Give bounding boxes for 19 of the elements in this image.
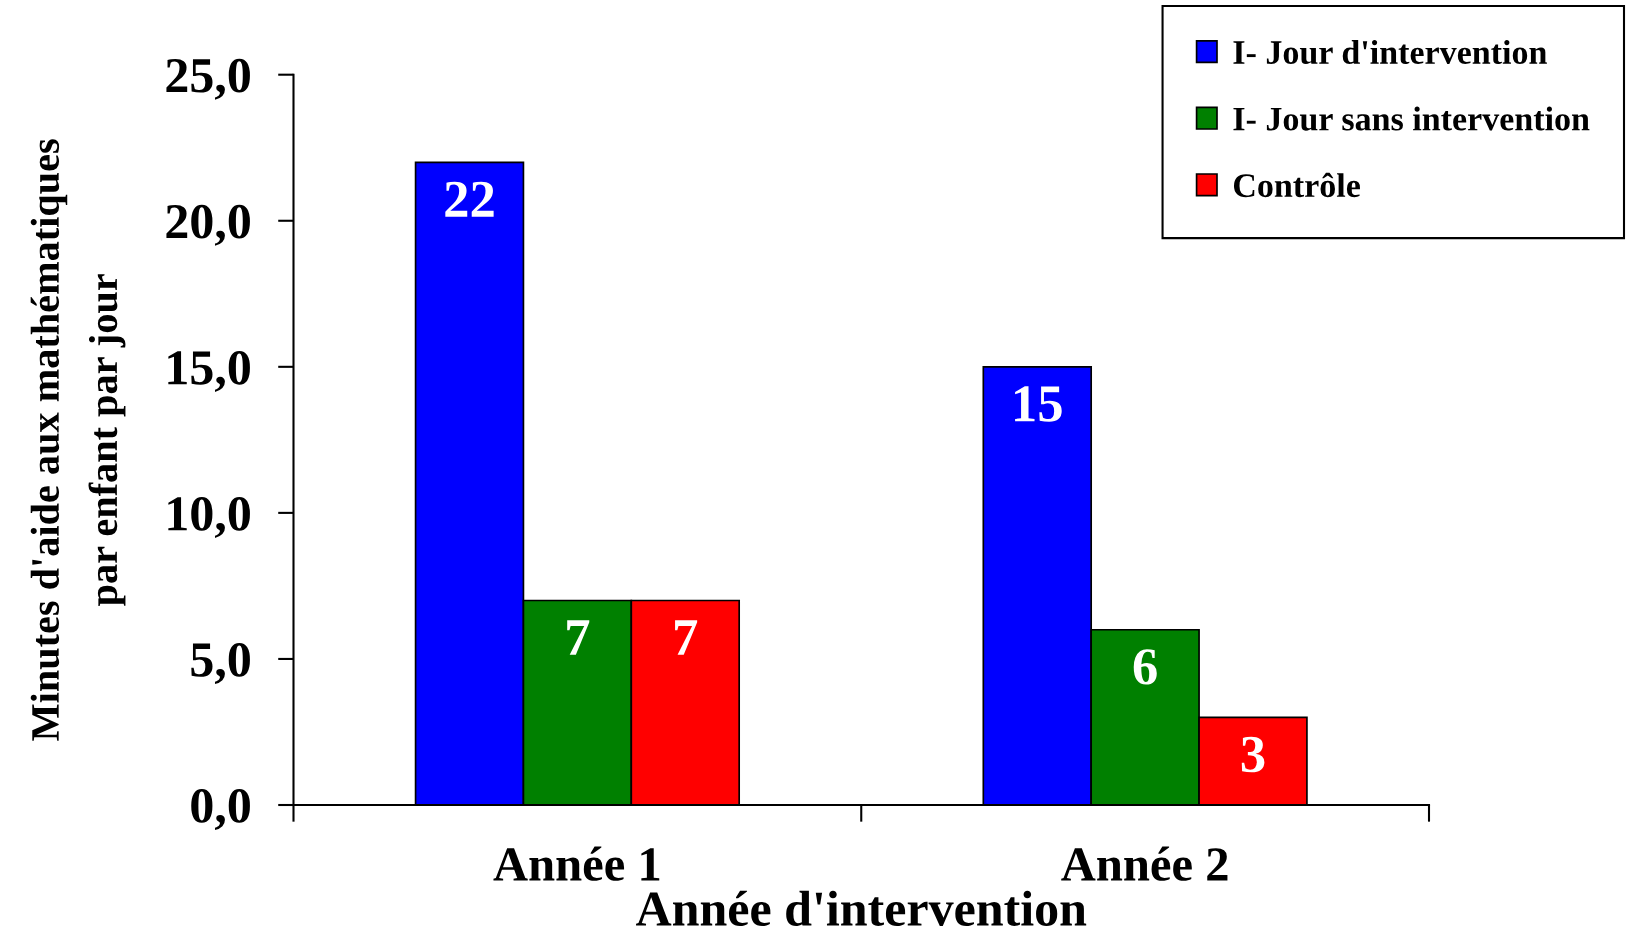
x-tick-label: Année 2 (1061, 846, 1228, 881)
data-label: 6 (1133, 649, 1157, 685)
y-tick-label: 25,0 (166, 58, 250, 100)
y-tick-label: 20,0 (166, 204, 250, 246)
x-axis-title: Année d'intervention (636, 890, 1087, 926)
legend-label: I- Jour sans intervention (1233, 106, 1590, 131)
y-tick-label: 15,0 (168, 350, 250, 392)
legend-label: I- Jour d'intervention (1233, 40, 1547, 65)
data-label: 22 (445, 181, 494, 217)
y-tick-label: 10,0 (168, 496, 250, 538)
data-label: 15 (1015, 386, 1062, 422)
y-axis-title: Minutes d'aide aux mathématiques par enfant par jour (30, 139, 126, 741)
y-tick-label: 0,0 (191, 789, 250, 831)
data-label: 7 (567, 620, 590, 655)
data-label: 7 (675, 620, 698, 655)
data-label: 3 (1241, 736, 1265, 773)
y-tick-label: 5,0 (191, 643, 250, 685)
legend-label: Contrôle (1233, 172, 1360, 198)
x-tick-label: Année 1 (493, 846, 660, 881)
